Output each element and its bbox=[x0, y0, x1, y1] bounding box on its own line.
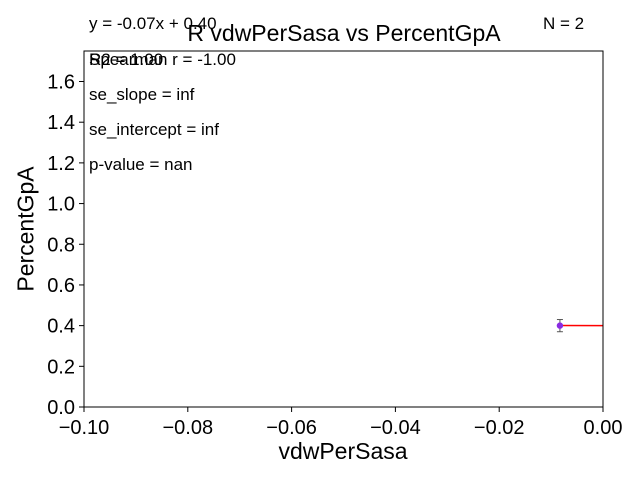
y-tick-label: 1.6 bbox=[47, 72, 75, 94]
y-tick-label: 1.0 bbox=[47, 194, 75, 216]
y-tick-label: 0.4 bbox=[47, 316, 75, 338]
plot-frame bbox=[83, 50, 604, 408]
n-annotation: N = 2 bbox=[543, 14, 585, 33]
se-slope-annotation: se_slope = inf bbox=[89, 85, 195, 104]
p-value-annotation: p-value = nan bbox=[89, 155, 193, 174]
y-tick-label: 0.8 bbox=[47, 234, 75, 256]
x-tick-label: 0.00 bbox=[584, 417, 623, 439]
r2-annotation: R2 = 1.00 bbox=[89, 50, 164, 69]
x-tick-label: −0.02 bbox=[474, 417, 525, 439]
x-tick-label: −0.06 bbox=[266, 417, 317, 439]
y-tick-label: 1.2 bbox=[47, 153, 75, 175]
equation-annotation: y = -0.07x + 0.40 bbox=[89, 14, 217, 33]
data-point bbox=[556, 322, 564, 329]
se-intercept-annotation: se_intercept = inf bbox=[89, 120, 219, 139]
spearman-annotation: Spearman r = -1.00 bbox=[89, 50, 236, 69]
y-tick-label: 0.2 bbox=[47, 356, 75, 378]
x-tick-label: −0.04 bbox=[370, 417, 421, 439]
y-axis-label: PercentGpA bbox=[12, 166, 39, 292]
x-tick-label: −0.08 bbox=[162, 417, 213, 439]
x-tick-label: −0.10 bbox=[59, 417, 110, 439]
chart-title: R vdwPerSasa vs PercentGpA bbox=[187, 20, 501, 46]
x-axis-label: vdwPerSasa bbox=[278, 438, 408, 464]
y-tick-label: 0.0 bbox=[47, 397, 75, 419]
y-tick-label: 1.4 bbox=[47, 112, 75, 134]
y-tick-label: 0.6 bbox=[47, 275, 75, 297]
